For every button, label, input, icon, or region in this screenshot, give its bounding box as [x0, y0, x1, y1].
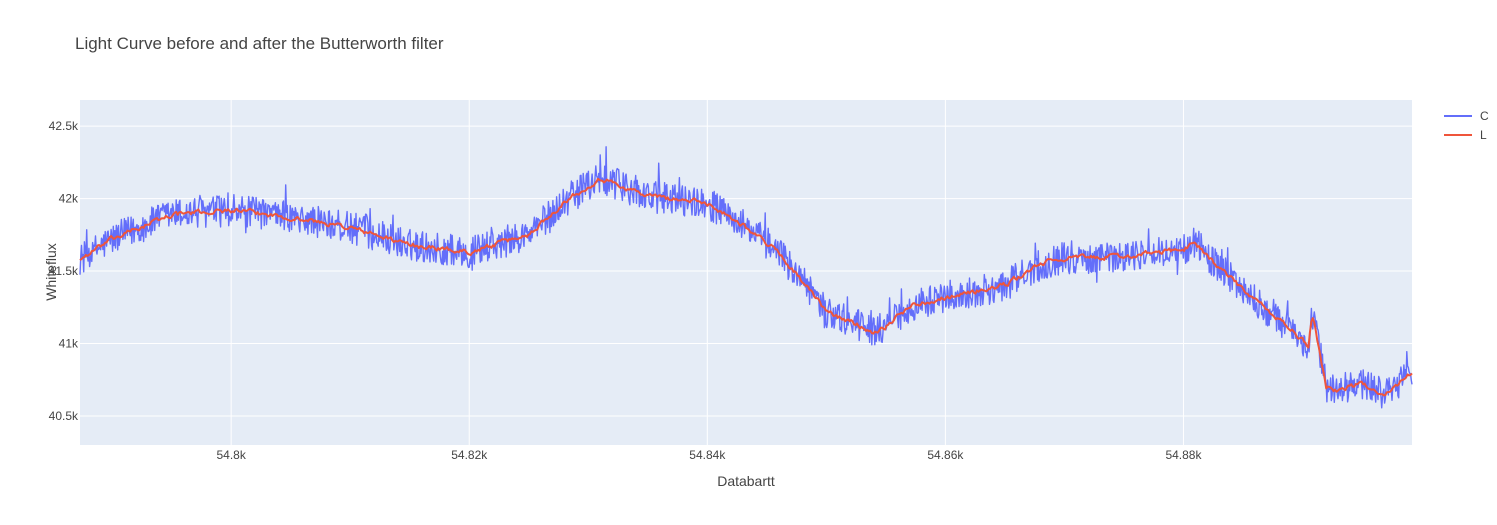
- plot-area[interactable]: [80, 100, 1412, 445]
- legend-label-c: C: [1480, 108, 1489, 123]
- x-tick-label: 54.82k: [451, 448, 488, 462]
- y-tick-label: 40.5k: [49, 409, 79, 423]
- x-tick-label: 54.88k: [1165, 448, 1202, 462]
- x-tick-label: 54.86k: [927, 448, 964, 462]
- legend-item-c[interactable]: C: [1444, 106, 1497, 125]
- legend-swatch-l: [1444, 133, 1472, 136]
- series-line-l[interactable]: [79, 177, 1413, 397]
- legend: C L: [1444, 106, 1497, 144]
- y-tick-label: 42k: [59, 192, 79, 206]
- series-layer: [79, 146, 1413, 409]
- tick-labels: 40.5k 41k 41.5k 42k 42.5k 54.8k 54.82k 54.84k 54…: [49, 119, 1203, 462]
- y-tick-label: 42.5k: [49, 119, 79, 133]
- y-axis-label: Whiteflux: [43, 243, 59, 301]
- legend-item-l[interactable]: L: [1444, 125, 1497, 144]
- x-axis-label: Databartt: [717, 473, 775, 489]
- chart-title: Light Curve before and after the Butterw…: [75, 34, 444, 53]
- legend-label-l: L: [1480, 127, 1487, 142]
- x-tick-label: 54.84k: [689, 448, 726, 462]
- x-tick-label: 54.8k: [216, 448, 246, 462]
- legend-swatch-c: [1444, 114, 1472, 117]
- grid-lines: [80, 100, 1412, 445]
- y-tick-label: 41.5k: [49, 264, 79, 278]
- y-tick-label: 41k: [59, 337, 79, 351]
